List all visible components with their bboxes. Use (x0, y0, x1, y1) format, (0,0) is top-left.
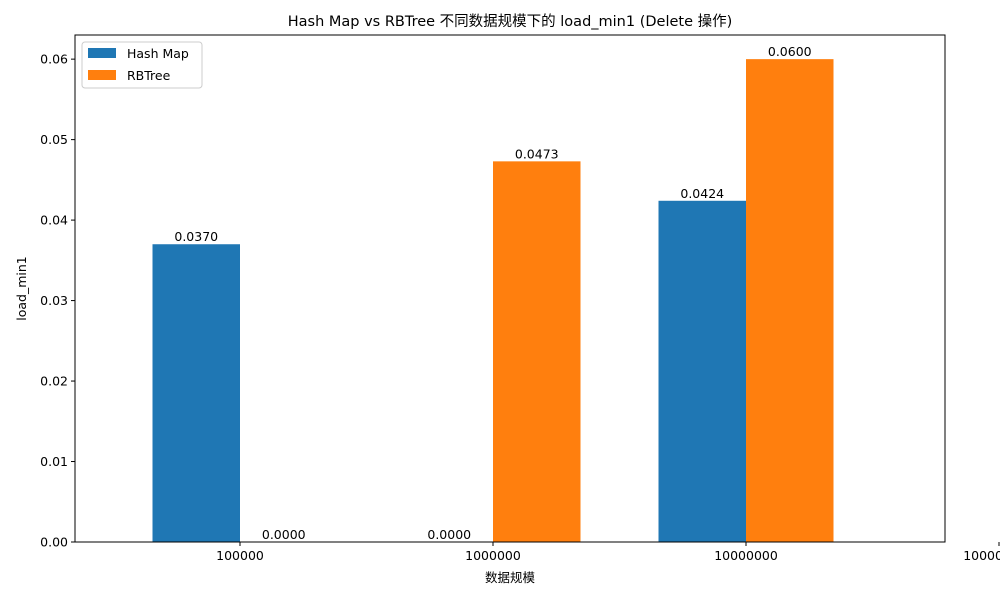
y-tick-label: 0.03 (40, 293, 68, 308)
y-tick-label: 0.05 (40, 132, 68, 147)
y-axis-label: load_min1 (14, 256, 29, 321)
legend-swatch-hash-map (88, 48, 116, 58)
legend-label-hash-map: Hash Map (127, 46, 189, 61)
y-tick-label: 0.04 (40, 213, 68, 228)
y-axis: 0.00 0.01 0.02 0.03 0.04 0.05 0.06 (40, 52, 75, 550)
x-axis: 100000 1000000 10000000 100000000 (216, 542, 1000, 563)
y-tick-label: 0.06 (40, 52, 68, 67)
y-tick-label: 0.02 (40, 374, 68, 389)
bar-hash-map (659, 201, 747, 542)
data-label-rbtree: 0.0473 (515, 146, 559, 161)
y-tick-label: 0.00 (40, 535, 68, 550)
bars-layer (153, 59, 834, 542)
data-label-hash-map: 0.0370 (174, 229, 218, 244)
bar-rbtree (493, 161, 581, 542)
y-tick-label: 0.01 (40, 454, 68, 469)
chart-title: Hash Map vs RBTree 不同数据规模下的 load_min1 (D… (288, 13, 733, 30)
x-tick-label: 100000 (216, 548, 264, 563)
legend-swatch-rbtree (88, 70, 116, 80)
x-tick-label: 1000000 (465, 548, 521, 563)
x-axis-label: 数据规模 (485, 570, 536, 585)
legend-label-rbtree: RBTree (127, 68, 171, 83)
data-label-hash-map: 0.0424 (680, 186, 724, 201)
bar-rbtree (746, 59, 834, 542)
x-tick-label: 100000000 (963, 548, 1000, 563)
data-label-rbtree: 0.0600 (768, 44, 812, 59)
bar-hash-map (153, 244, 241, 542)
legend: Hash Map RBTree (82, 42, 202, 88)
data-label-rbtree: 0.0000 (262, 527, 306, 542)
data-label-hash-map: 0.0000 (427, 527, 471, 542)
x-tick-label: 10000000 (714, 548, 778, 563)
